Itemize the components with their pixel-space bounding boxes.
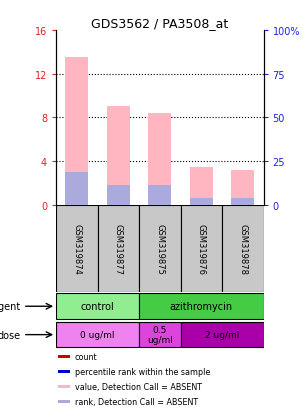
- Text: count: count: [75, 352, 97, 361]
- Bar: [231, 171, 254, 205]
- Text: azithromycin: azithromycin: [170, 301, 233, 311]
- Bar: [107, 107, 130, 205]
- Text: 2 ug/ml: 2 ug/ml: [205, 330, 239, 339]
- Bar: [139, 322, 181, 348]
- Bar: [148, 114, 171, 205]
- Text: GSM319877: GSM319877: [114, 223, 123, 274]
- Text: GSM319878: GSM319878: [238, 223, 247, 274]
- Bar: [65, 58, 88, 205]
- Bar: [58, 355, 70, 358]
- Bar: [139, 205, 181, 292]
- Bar: [148, 185, 171, 205]
- Bar: [181, 322, 264, 348]
- Bar: [56, 205, 98, 292]
- Bar: [98, 205, 139, 292]
- Bar: [58, 385, 70, 388]
- Bar: [56, 322, 139, 348]
- Bar: [56, 294, 139, 319]
- Bar: [139, 294, 264, 319]
- Text: control: control: [81, 301, 115, 311]
- Bar: [107, 185, 130, 205]
- Text: agent: agent: [0, 301, 21, 311]
- Bar: [58, 400, 70, 403]
- Bar: [190, 167, 213, 205]
- Bar: [65, 173, 88, 205]
- Text: dose: dose: [0, 330, 21, 340]
- Text: 0.5
ug/ml: 0.5 ug/ml: [147, 325, 173, 344]
- Title: GDS3562 / PA3508_at: GDS3562 / PA3508_at: [91, 17, 228, 30]
- Bar: [58, 370, 70, 373]
- Bar: [231, 199, 254, 205]
- Bar: [222, 205, 264, 292]
- Text: rank, Detection Call = ABSENT: rank, Detection Call = ABSENT: [75, 397, 198, 406]
- Text: 0 ug/ml: 0 ug/ml: [80, 330, 115, 339]
- Bar: [190, 199, 213, 205]
- Text: value, Detection Call = ABSENT: value, Detection Call = ABSENT: [75, 382, 202, 391]
- Text: GSM319875: GSM319875: [155, 223, 164, 274]
- Text: GSM319874: GSM319874: [72, 223, 81, 274]
- Bar: [181, 205, 222, 292]
- Text: GSM319876: GSM319876: [197, 223, 206, 274]
- Text: percentile rank within the sample: percentile rank within the sample: [75, 367, 210, 376]
